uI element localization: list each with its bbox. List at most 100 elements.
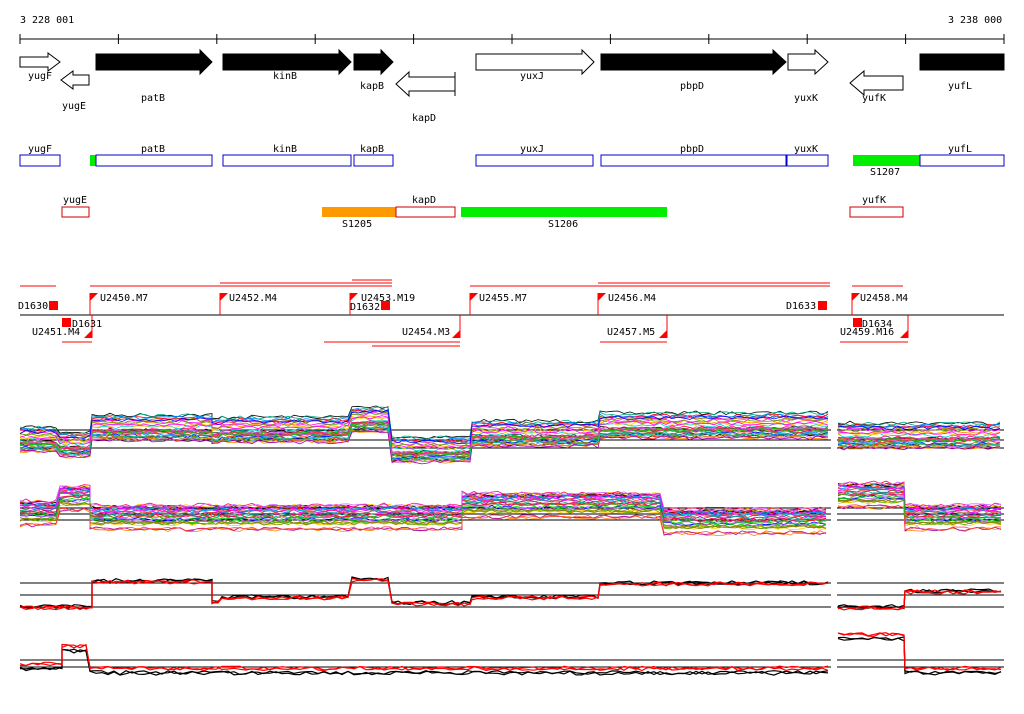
gene-label-kapB: kapB: [360, 81, 384, 92]
expression-profile-line: [837, 484, 1002, 511]
segment-S1205[interactable]: [322, 207, 396, 217]
plus-box-yuxJ[interactable]: [475, 154, 594, 167]
gene-label-pbpD: pbpD: [680, 81, 704, 92]
panel-gap: [831, 630, 837, 700]
feature-label-U2451: U2451.M4: [32, 327, 80, 338]
gene-label-kinB: kinB: [273, 71, 297, 82]
minus-box-yufK[interactable]: [849, 206, 904, 218]
expression-profile-line: [19, 415, 829, 450]
gene-arrow-yufL[interactable]: [919, 53, 1005, 71]
expression-profile-line: [19, 492, 827, 521]
expression-profile-line: [837, 480, 1002, 508]
segment-label-S1206: S1206: [548, 219, 578, 230]
terminator-D1630[interactable]: [49, 301, 58, 310]
expression-profile-line: [837, 441, 1001, 447]
feature-label-U2459: U2459.M16: [840, 327, 894, 338]
expression-profile-line: [19, 497, 827, 526]
feature-label-U2456: U2456.M4: [608, 293, 656, 304]
minus-strand-boxes: yugE kapD yufK S1205 S1206: [61, 195, 904, 230]
expression-profile-line: [837, 499, 1002, 525]
profile-panel-1: [19, 400, 1004, 470]
gene-arrow-kinB[interactable]: [222, 48, 352, 76]
profile-panel-4: [19, 630, 1004, 700]
minus-box-kapD[interactable]: [395, 206, 456, 218]
expression-profile-line: [837, 494, 1002, 522]
gene-arrow-yugF[interactable]: [19, 52, 61, 72]
feature-label-U2455: U2455.M7: [479, 293, 527, 304]
expression-profile-line: [837, 632, 1002, 671]
gene-label-yugE: yugE: [62, 101, 86, 112]
terminator-D1631[interactable]: [62, 318, 71, 327]
expression-profile-line: [837, 428, 1001, 433]
feature-lower-lines: [62, 315, 909, 347]
minus-box-label-yugE: yugE: [63, 195, 87, 206]
expression-profile-line: [837, 589, 1002, 611]
feature-label-D1632: D1632: [350, 302, 380, 313]
gene-label-yuxJ: yuxJ: [520, 71, 544, 82]
expression-profile-line: [837, 489, 1002, 516]
terminator-D1632[interactable]: [381, 301, 390, 310]
gene-label-yuxK: yuxK: [794, 93, 818, 104]
plus-box-yugF[interactable]: [19, 154, 61, 167]
expression-profile-line: [837, 423, 1001, 429]
plus-box-kapB[interactable]: [353, 154, 394, 167]
feature-label-U2452: U2452.M4: [229, 293, 277, 304]
feature-track: D1630 U2450.M7 U2452.M4 U2453.M19 D1632 …: [18, 279, 1004, 347]
expression-profile-line: [837, 499, 1002, 527]
gene-arrow-yugE[interactable]: [60, 70, 90, 90]
plus-box-label-yufL: yufL: [948, 144, 972, 155]
plus-box-label-pbpD: pbpD: [680, 144, 704, 155]
expression-profile-line: [837, 430, 1001, 436]
expression-profile-line: [19, 490, 827, 518]
plus-box-patB[interactable]: [95, 154, 213, 167]
terminator-D1633[interactable]: [818, 301, 827, 310]
feature-upper-lines: [20, 279, 903, 315]
expression-profile-line: [19, 409, 829, 444]
feature-label-U2453: U2453.M19: [361, 293, 415, 304]
gene-label-yufL: yufL: [948, 81, 972, 92]
plus-box-yufL[interactable]: [919, 154, 1005, 167]
expression-profile-line: [19, 487, 827, 515]
gene-label-yufK: yufK: [862, 93, 886, 104]
gene-arrow-pbpD[interactable]: [600, 48, 787, 76]
plus-box-label-kinB: kinB: [273, 144, 297, 155]
expression-profile-line: [837, 487, 1002, 514]
gene-arrow-yufK[interactable]: [849, 69, 904, 97]
segment-S1206[interactable]: [461, 207, 667, 217]
expression-profile-line: [19, 648, 829, 676]
plus-box-label-yugF: yugF: [28, 144, 52, 155]
expression-profile-line: [837, 438, 1001, 443]
terminator-D1634[interactable]: [853, 318, 862, 327]
coordinate-ruler: 3 228 001 3 238 000: [19, 15, 1005, 44]
gene-arrow-patB[interactable]: [95, 48, 213, 76]
minus-box-yugE[interactable]: [61, 206, 90, 218]
feature-label-D1633: D1633: [786, 301, 816, 312]
expression-profile-line: [837, 490, 1002, 517]
gene-arrow-kapD[interactable]: [395, 70, 456, 98]
feature-label-U2457: U2457.M5: [607, 327, 655, 338]
plus-box-pbpD[interactable]: [600, 154, 787, 167]
segment-label-S1205: S1205: [342, 219, 372, 230]
segment-label-S1207: S1207: [870, 167, 900, 178]
expression-profile-line: [19, 409, 829, 444]
feature-label-U2458: U2458.M4: [860, 293, 908, 304]
expression-profile-line: [837, 431, 1001, 436]
panel-gap: [831, 478, 837, 548]
expression-profile-line: [19, 643, 829, 671]
expression-profile-line: [19, 495, 827, 523]
profile-panel-2: [19, 478, 1004, 548]
minus-box-label-kapD: kapD: [412, 195, 436, 206]
expression-profile-line: [19, 422, 829, 457]
gene-arrow-kapB[interactable]: [353, 48, 394, 76]
gene-arrow-yuxJ[interactable]: [475, 48, 595, 76]
expression-profile-line: [19, 501, 827, 530]
plus-box-kinB[interactable]: [222, 154, 352, 167]
feature-label-D1634: D1634: [862, 319, 892, 330]
plus-box-label-yuxJ: yuxJ: [520, 144, 544, 155]
plus-box-yuxK[interactable]: [786, 154, 829, 167]
feature-markers: [49, 293, 908, 338]
panel-gap: [831, 400, 837, 470]
gene-arrow-yuxK[interactable]: [787, 48, 829, 76]
expression-profile-line: [19, 416, 828, 452]
